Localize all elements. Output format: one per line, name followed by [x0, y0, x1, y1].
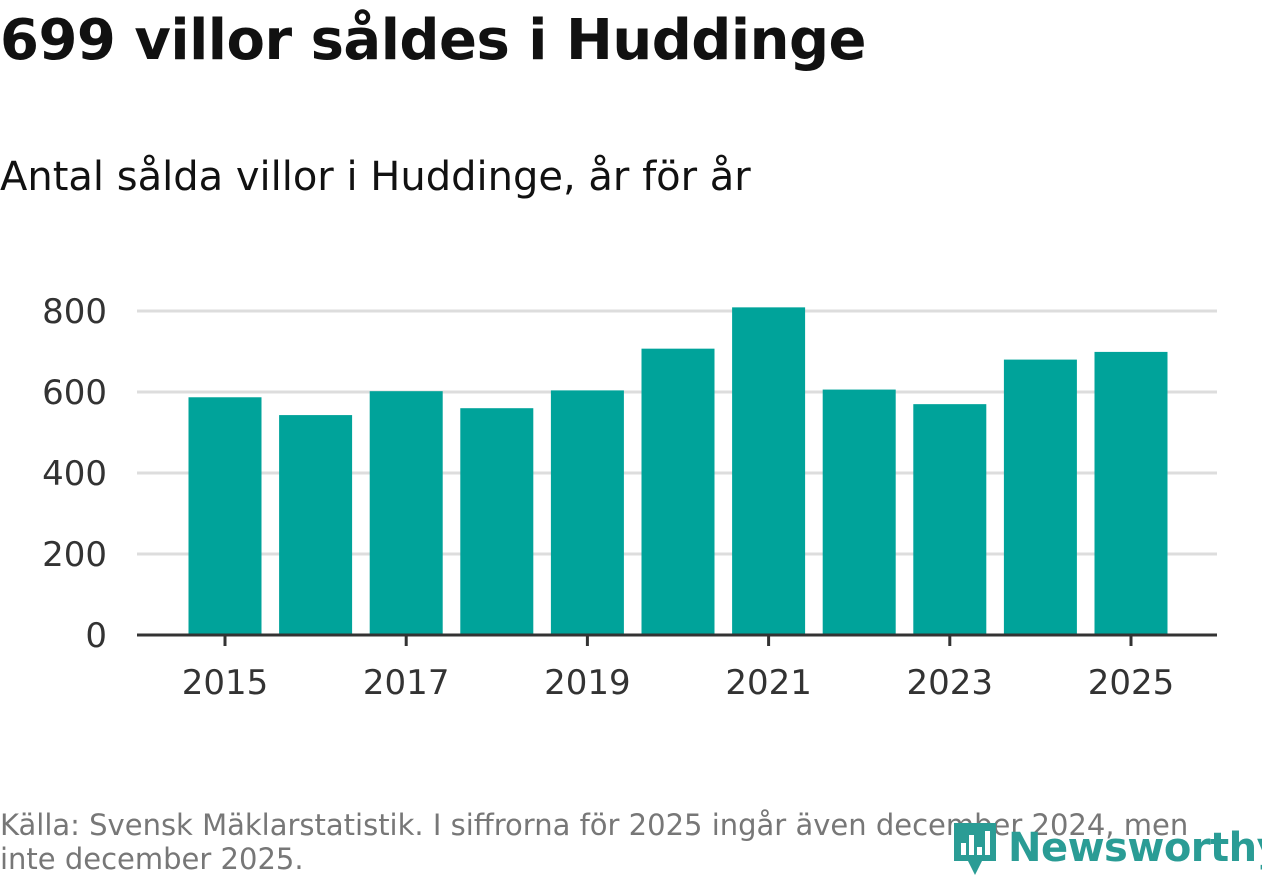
y-tick-label-800: 800	[42, 292, 107, 332]
x-tick-label-2019: 2019	[544, 663, 631, 703]
bar-2024	[1003, 359, 1077, 635]
bars	[188, 307, 1168, 635]
chart-title: 699 villor såldes i Huddinge	[0, 8, 867, 73]
bar-2019	[550, 390, 624, 635]
bar-2017	[369, 391, 443, 635]
bar-chart-pin-icon	[954, 823, 996, 875]
bar-2016	[279, 415, 353, 635]
x-tick-label-2017: 2017	[363, 663, 450, 703]
axes: 0 200 400 600 800 2015 2017 2019 2021 2023 2025	[42, 292, 1217, 703]
y-tick-label-200: 200	[42, 535, 107, 575]
bar-2020	[641, 348, 715, 635]
newsworthy-logo: Newsworthy	[950, 818, 1262, 878]
bar-2022	[822, 389, 896, 635]
bar-chart: 0 200 400 600 800 2015 2017 2019 2021 2023 2025	[42, 292, 1217, 703]
bar-2023	[913, 404, 987, 635]
logo-text: Newsworthy	[1008, 825, 1262, 871]
y-tick-label-600: 600	[42, 373, 107, 413]
x-tick-label-2015: 2015	[182, 663, 269, 703]
y-tick-label-0: 0	[85, 616, 107, 656]
y-tick-label-400: 400	[42, 454, 107, 494]
bar-2021	[732, 307, 806, 635]
x-tick-label-2025: 2025	[1088, 663, 1175, 703]
x-tick-label-2023: 2023	[907, 663, 994, 703]
bar-2025	[1094, 351, 1168, 635]
bar-2015	[188, 397, 262, 635]
x-tick-label-2021: 2021	[725, 663, 812, 703]
bar-2018	[460, 408, 534, 635]
chart-subtitle: Antal sålda villor i Huddinge, år för år	[0, 154, 751, 200]
